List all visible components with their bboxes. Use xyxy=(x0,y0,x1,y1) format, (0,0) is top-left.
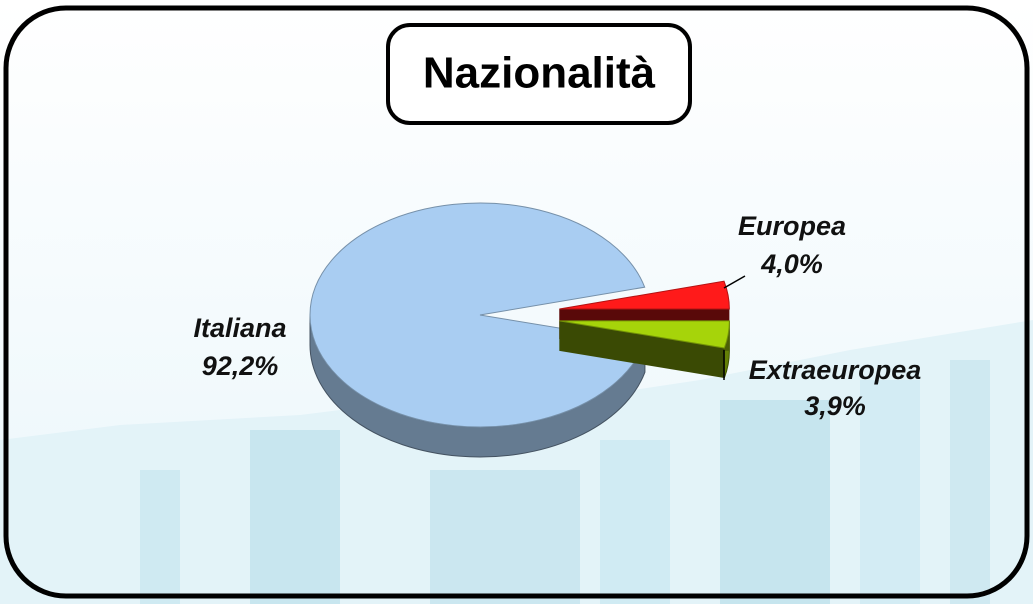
value-label: 3,9% xyxy=(804,391,866,421)
chart-title: Nazionalità xyxy=(423,49,656,98)
slice xyxy=(309,202,646,428)
category-label: Italiana xyxy=(193,313,286,343)
value-label: 92,2% xyxy=(202,351,279,381)
slice-cut xyxy=(559,320,725,379)
category-label: Extraeuropea xyxy=(749,355,922,385)
frame xyxy=(3,5,1030,599)
title-box xyxy=(386,23,692,125)
pie xyxy=(309,202,730,458)
leader-line xyxy=(723,275,746,289)
value-label: 4,0% xyxy=(760,249,823,279)
labels: Italiana 92,2% Europea 4,0% Extraeuropea 3,9% xyxy=(193,211,921,421)
slice xyxy=(559,280,730,310)
slice xyxy=(559,320,730,349)
category-label: Europea xyxy=(738,211,846,241)
